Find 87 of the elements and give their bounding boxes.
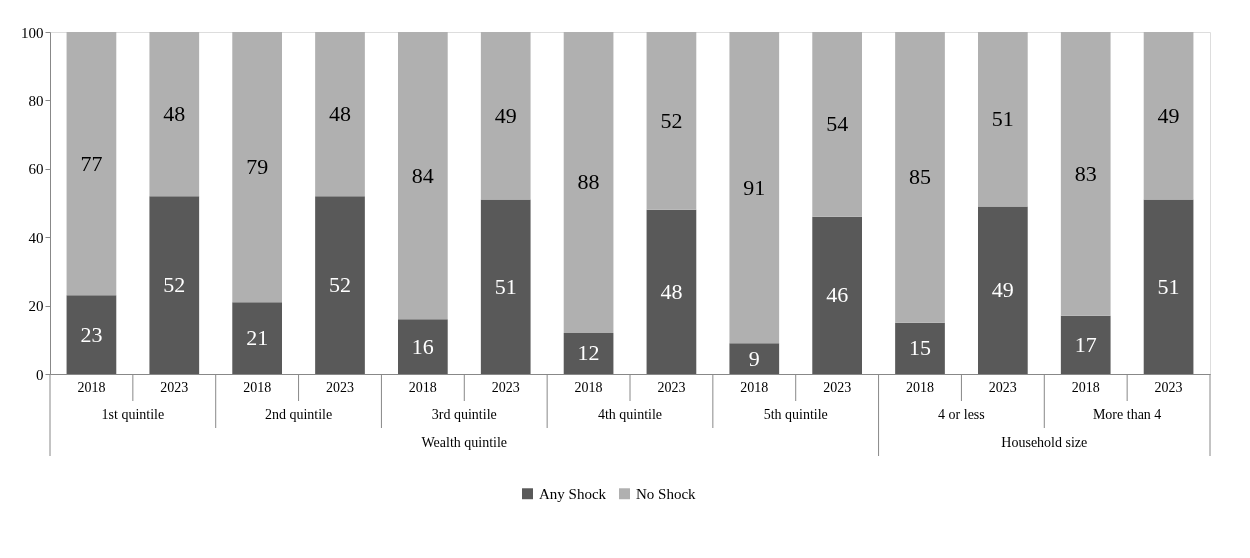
bar — [1143, 199, 1194, 374]
bar — [480, 32, 531, 200]
data-label: 91 — [743, 174, 766, 200]
bar — [978, 32, 1028, 207]
x-tick-label: 2018 — [408, 380, 437, 395]
bar — [232, 302, 282, 374]
data-label: 52 — [163, 272, 186, 298]
bar — [563, 32, 614, 333]
x-tick-label: 2018 — [77, 380, 106, 395]
bar — [978, 206, 1028, 374]
data-label: 83 — [1074, 160, 1097, 186]
bar — [398, 319, 448, 374]
x-tick-label: 2018 — [740, 380, 769, 395]
bar — [232, 32, 282, 303]
data-label: 49 — [991, 277, 1014, 303]
legend-label: No Shock — [636, 485, 697, 502]
text: 3rd quintile — [431, 407, 497, 422]
bar — [1143, 32, 1194, 200]
y-tick-label: 40 — [28, 229, 44, 246]
y-tick-label: 20 — [28, 298, 44, 315]
x-tick-label: 2018 — [243, 380, 272, 395]
bar — [895, 322, 945, 374]
data-label: 21 — [246, 325, 269, 351]
data-label: 46 — [826, 282, 849, 308]
bar — [646, 32, 697, 210]
y-tick-label: 0 — [36, 366, 44, 383]
bar — [1060, 32, 1111, 316]
text: Wealth quintile — [421, 435, 508, 450]
data-label: 48 — [163, 101, 186, 127]
data-label: 23 — [80, 321, 103, 347]
y-tick-label: 100 — [21, 24, 44, 41]
x-tick-label: 2018 — [1071, 380, 1100, 395]
bar — [398, 32, 448, 320]
data-label: 12 — [577, 340, 600, 366]
bar — [315, 32, 365, 197]
text: 5th quintile — [763, 407, 828, 422]
data-label: 48 — [660, 278, 683, 304]
data-label: 15 — [909, 335, 931, 361]
bar — [895, 32, 945, 323]
x-tick-label: 2023 — [491, 380, 520, 395]
text: Household size — [1001, 435, 1088, 450]
x-tick-label: 2023 — [823, 380, 852, 395]
bar — [66, 295, 117, 374]
text: 4th quintile — [597, 407, 663, 422]
x-tick-label: 2023 — [1154, 380, 1183, 395]
bar — [480, 199, 531, 374]
x-tick-label: 2023 — [160, 380, 189, 395]
x-tick-label: 2023 — [326, 380, 354, 395]
x-tick-label: 2023 — [988, 380, 1017, 395]
bar — [149, 196, 200, 374]
legend-label: Any Shock — [539, 485, 607, 502]
x-tick-label: 2018 — [574, 380, 603, 395]
data-label: 52 — [660, 107, 683, 133]
data-label: 49 — [1157, 102, 1180, 128]
data-label: 51 — [991, 106, 1014, 132]
bar — [729, 32, 780, 344]
data-label: 16 — [411, 333, 434, 359]
data-label: 49 — [494, 102, 517, 128]
data-label: 51 — [494, 273, 517, 299]
data-label: 52 — [329, 272, 351, 298]
data-label: 77 — [80, 150, 103, 176]
y-tick-label: 60 — [28, 161, 44, 178]
x-tick-label: 2018 — [906, 380, 934, 395]
data-label: 17 — [1074, 331, 1097, 357]
bar — [1060, 315, 1111, 374]
text: 2nd quintile — [264, 407, 333, 422]
text: 4 or less — [938, 407, 985, 422]
bar — [149, 32, 200, 197]
x-tick-label: 2023 — [657, 380, 686, 395]
data-label: 51 — [1157, 273, 1180, 299]
data-label: 48 — [329, 101, 351, 127]
text: 1st quintile — [101, 407, 165, 422]
bar — [729, 343, 780, 374]
data-label: 54 — [826, 111, 849, 137]
data-label: 79 — [246, 154, 269, 180]
bar — [812, 32, 862, 217]
y-tick-label: 80 — [28, 92, 44, 109]
bar — [563, 332, 614, 374]
bar — [646, 209, 697, 374]
data-label: 84 — [411, 162, 434, 188]
bar — [66, 32, 117, 296]
data-label: 88 — [577, 169, 600, 195]
bar — [812, 216, 862, 374]
data-label: 9 — [748, 345, 760, 371]
text: More than 4 — [1092, 407, 1162, 422]
data-label: 85 — [909, 164, 931, 190]
bar — [315, 196, 365, 374]
